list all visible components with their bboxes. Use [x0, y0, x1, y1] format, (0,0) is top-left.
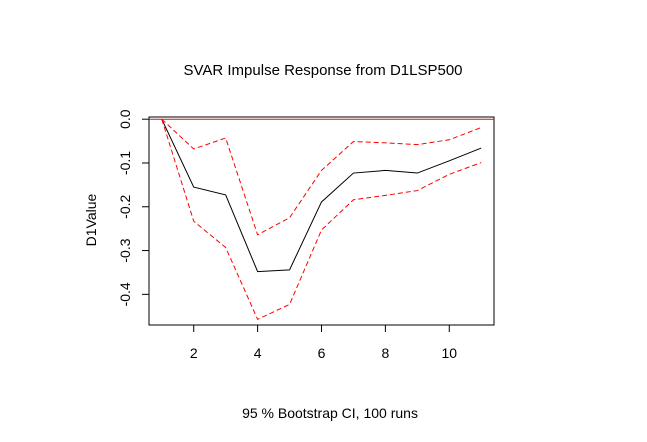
- x-tick-label: 8: [381, 345, 389, 361]
- series-line-response: [161, 118, 482, 273]
- y-tick-label: -0.4: [117, 282, 133, 306]
- x-tick-label: 2: [190, 345, 198, 361]
- series-lines: [149, 118, 494, 320]
- chart-title: SVAR Impulse Response from D1LSP500: [183, 62, 462, 79]
- x-tick-label: 6: [318, 345, 326, 361]
- plot-frame: [148, 116, 495, 326]
- y-tick-label: -0.2: [117, 194, 133, 218]
- y-tick-label: -0.3: [117, 238, 133, 262]
- y-tick-label: 0.0: [117, 109, 133, 129]
- x-axis-ticks: 2 4 6 8 10: [190, 325, 457, 361]
- x-tick-label: 10: [441, 345, 457, 361]
- y-tick-label: -0.1: [117, 151, 133, 175]
- x-tick-label: 4: [254, 345, 262, 361]
- series-line-upper: [161, 118, 482, 236]
- x-axis-label: 95 % Bootstrap CI, 100 runs: [242, 405, 418, 421]
- y-axis-ticks: 0.0 -0.1 -0.2 -0.3 -0.4: [117, 109, 149, 306]
- series-line-lower: [161, 119, 482, 320]
- y-axis-label: D1Value: [83, 193, 99, 246]
